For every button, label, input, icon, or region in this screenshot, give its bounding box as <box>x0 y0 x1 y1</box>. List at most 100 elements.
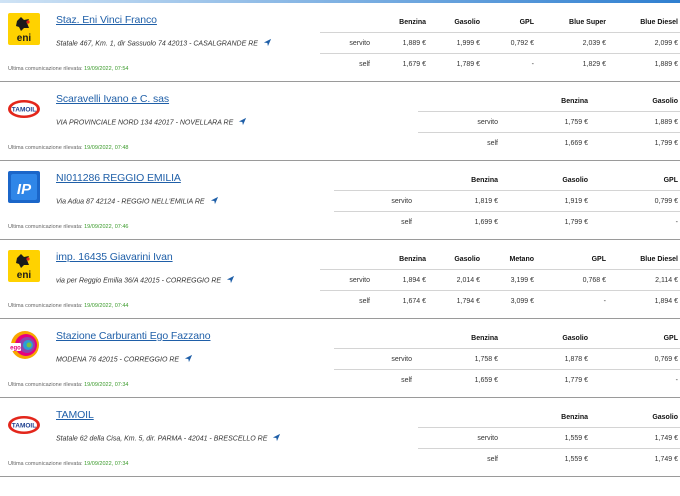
station-name-link[interactable]: imp. 16435 Giavarini Ivan <box>56 251 173 263</box>
last-update-label: Ultima comunicazione rilevata: <box>8 145 83 151</box>
station-address: via per Reggio Emilia 36/A 42015 - CORRE… <box>56 275 235 286</box>
station-card: TAMOIL TAMOIL Statale 62 della Cisa, Km. 5… <box>0 398 680 477</box>
fuel-type-header: GPL <box>519 19 534 26</box>
price-cell: 2,114 € <box>608 269 680 291</box>
price-cell: 1,559 € <box>504 448 590 469</box>
price-cell: 1,659 € <box>418 369 500 390</box>
last-update-timestamp: 19/09/2022, 07:46 <box>84 224 129 230</box>
station-address-text: Statale 467, Km. 1, dir Sassuolo 74 4201… <box>56 40 258 48</box>
price-cell: 0,769 € <box>590 348 680 370</box>
navigate-arrow-icon[interactable] <box>226 275 235 286</box>
station-address: VIA PROVINCIALE NORD 134 42017 - NOVELLA… <box>56 117 247 128</box>
station-name-link[interactable]: TAMOIL <box>56 409 94 421</box>
price-cell: 1,669 € <box>504 132 590 153</box>
last-update-timestamp: 19/09/2022, 07:48 <box>84 145 129 151</box>
price-cell: 3,199 € <box>482 269 536 291</box>
price-cell: 1,878 € <box>500 348 590 370</box>
service-type-label: servito <box>334 190 418 212</box>
fuel-type-header: Gasolio <box>454 256 480 263</box>
fuel-type-header: Benzina <box>399 19 426 26</box>
service-type-label: servito <box>334 348 418 370</box>
station-card: IP NI011286 REGGIO EMILIA Via Adua 87 4212… <box>0 161 680 240</box>
price-cell: 2,039 € <box>536 32 608 54</box>
top-accent-bar <box>0 0 680 3</box>
last-update-timestamp: 19/09/2022, 07:54 <box>84 66 129 72</box>
station-card: TAMOIL Scaravelli Ivano e C. sas VIA PROVI… <box>0 82 680 161</box>
station-address: Statale 467, Km. 1, dir Sassuolo 74 4201… <box>56 38 272 49</box>
station-card: eni Staz. Eni Vinci Franco Statale 467, Km… <box>0 3 680 82</box>
navigate-arrow-icon[interactable] <box>184 354 193 365</box>
price-cell: 1,699 € <box>418 211 500 232</box>
price-cell: 0,768 € <box>536 269 608 291</box>
price-row: servito 1,759 €1,889 € <box>418 111 680 133</box>
price-table: Benzina Gasolio Metano GPL Blue Diesel servit… <box>320 250 680 311</box>
price-cell: - <box>590 369 680 390</box>
fuel-type-header: GPL <box>663 177 678 184</box>
price-cell: 2,099 € <box>608 32 680 54</box>
fuel-type-header: Benzina <box>471 177 498 184</box>
last-update: Ultima comunicazione rilevata: 19/09/202… <box>8 145 128 151</box>
service-type-label: self <box>334 211 418 232</box>
navigate-arrow-icon[interactable] <box>272 433 281 444</box>
navigate-arrow-icon[interactable] <box>210 196 219 207</box>
station-address-text: Statale 62 della Cisa, Km. 5, dir. PARMA… <box>56 435 268 443</box>
price-table: Benzina Gasolio servito 1,559 €1,749 € self 1… <box>418 408 680 469</box>
price-row: servito 1,889 €1,999 €0,792 €2,039 €2,099… <box>320 32 680 54</box>
price-cell: 1,819 € <box>418 190 500 212</box>
price-cell: 2,014 € <box>428 269 482 291</box>
svg-text:ego: ego <box>10 346 21 352</box>
price-cell: 0,799 € <box>590 190 680 212</box>
last-update-timestamp: 19/09/2022, 07:44 <box>84 303 129 309</box>
last-update: Ultima comunicazione rilevata: 19/09/202… <box>8 461 128 467</box>
price-table: Benzina Gasolio GPL Blue Super Blue Diesel se… <box>320 13 680 74</box>
price-cell: 1,749 € <box>590 427 680 449</box>
price-table-corner <box>334 171 418 191</box>
last-update: Ultima comunicazione rilevata: 19/09/202… <box>8 303 128 309</box>
service-type-label: self <box>320 290 376 311</box>
price-cell: 1,779 € <box>500 369 590 390</box>
price-cell: 1,799 € <box>500 211 590 232</box>
service-type-label: self <box>418 132 504 153</box>
navigate-arrow-icon[interactable] <box>263 38 272 49</box>
tamoil-logo-icon: TAMOIL <box>7 415 40 447</box>
price-cell: 1,749 € <box>590 448 680 469</box>
price-cell: - <box>536 290 608 311</box>
eni-dog-logo-icon: eni <box>8 13 40 45</box>
fuel-type-header: Blue Super <box>569 19 606 26</box>
price-cell: - <box>482 53 536 74</box>
price-cell: 1,829 € <box>536 53 608 74</box>
price-cell: 3,099 € <box>482 290 536 311</box>
station-name-link[interactable]: NI011286 REGGIO EMILIA <box>56 172 181 184</box>
price-row: self 1,559 €1,749 € <box>418 448 680 469</box>
price-cell: 1,759 € <box>504 111 590 133</box>
last-update: Ultima comunicazione rilevata: 19/09/202… <box>8 224 128 230</box>
svg-text:IP: IP <box>17 181 32 198</box>
service-type-label: servito <box>418 427 504 449</box>
station-address: Statale 62 della Cisa, Km. 5, dir. PARMA… <box>56 433 281 444</box>
price-cell: 1,758 € <box>418 348 500 370</box>
station-name-link[interactable]: Stazione Carburanti Ego Fazzano <box>56 330 211 342</box>
station-address-text: MODENA 76 42015 - CORREGGIO RE <box>56 356 180 364</box>
fuel-type-header: Gasolio <box>454 19 480 26</box>
price-row: servito 1,758 €1,878 €0,769 € <box>334 348 680 370</box>
fuel-type-header: Blue Diesel <box>640 256 678 263</box>
station-name-link[interactable]: Scaravelli Ivano e C. sas <box>56 93 170 105</box>
price-row: servito 1,894 €2,014 €3,199 €0,768 €2,114… <box>320 269 680 291</box>
ego-logo-icon: ego <box>8 329 40 361</box>
station-address: MODENA 76 42015 - CORREGGIO RE <box>56 354 193 365</box>
price-table: Benzina Gasolio GPL servito 1,758 €1,878 €0,… <box>334 329 680 390</box>
last-update: Ultima comunicazione rilevata: 19/09/202… <box>8 382 128 388</box>
service-type-label: self <box>334 369 418 390</box>
price-cell: 1,799 € <box>590 132 680 153</box>
last-update-label: Ultima comunicazione rilevata: <box>8 461 83 467</box>
fuel-type-header: Gasolio <box>652 98 678 105</box>
fuel-type-header: Benzina <box>399 256 426 263</box>
price-cell: 1,894 € <box>608 290 680 311</box>
price-cell: - <box>590 211 680 232</box>
fuel-type-header: Blue Diesel <box>640 19 678 26</box>
fuel-type-header: Gasolio <box>652 414 678 421</box>
station-address-text: VIA PROVINCIALE NORD 134 42017 - NOVELLA… <box>56 119 234 127</box>
price-cell: 1,789 € <box>428 53 482 74</box>
navigate-arrow-icon[interactable] <box>238 117 247 128</box>
station-name-link[interactable]: Staz. Eni Vinci Franco <box>56 14 157 26</box>
